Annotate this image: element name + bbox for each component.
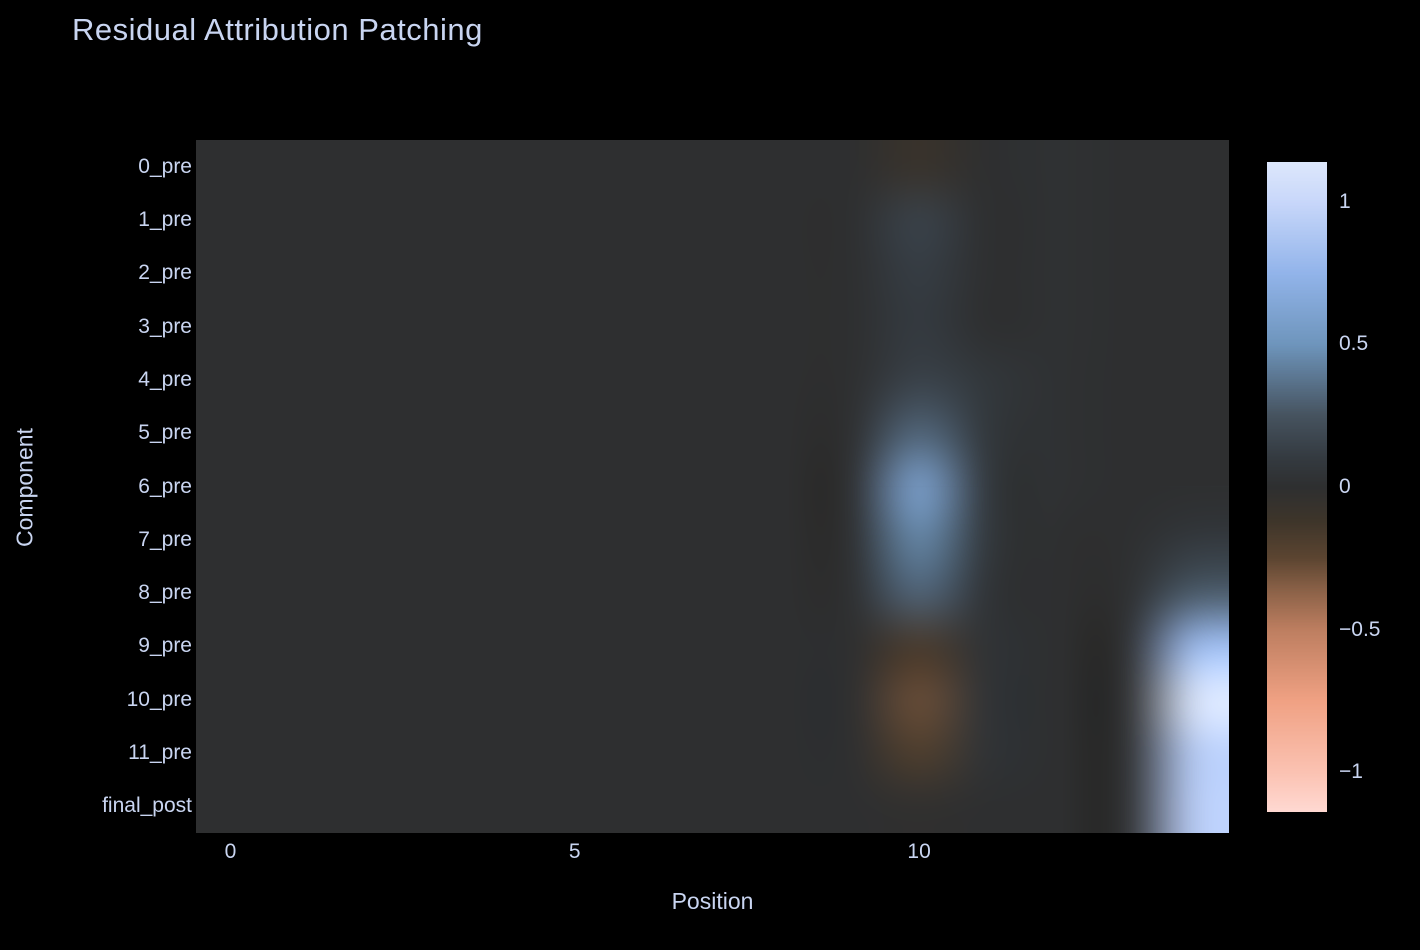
heatmap-plot-area[interactable] bbox=[196, 140, 1229, 833]
x-tick-label: 5 bbox=[568, 840, 581, 863]
y-tick-label: 9_pre bbox=[138, 634, 192, 658]
colorbar-tick-label: 0.5 bbox=[1339, 332, 1369, 356]
y-tick-label: 5_pre bbox=[138, 421, 192, 445]
y-tick-label: 10_pre bbox=[126, 687, 192, 711]
x-tick-label: 10 bbox=[907, 840, 931, 863]
y-tick-label: final_post bbox=[102, 794, 192, 818]
x-axis-title: Position bbox=[671, 888, 754, 914]
colorbar-tick-label: 0 bbox=[1339, 475, 1351, 498]
chart-title: Residual Attribution Patching bbox=[72, 12, 483, 47]
y-tick-label: 11_pre bbox=[128, 741, 192, 765]
colorbar-gradient bbox=[1267, 162, 1327, 812]
y-tick-label: 7_pre bbox=[138, 527, 192, 551]
y-tick-label: 4_pre bbox=[138, 367, 192, 391]
y-tick-label: 0_pre bbox=[138, 154, 192, 178]
y-tick-label: 2_pre bbox=[138, 261, 192, 285]
y-tick-label: 6_pre bbox=[138, 474, 192, 498]
colorbar-tick-label: 1 bbox=[1339, 189, 1351, 213]
x-tick-label: 0 bbox=[224, 840, 237, 863]
y-tick-label: 8_pre bbox=[138, 581, 192, 605]
colorbar-tick-label: −1 bbox=[1339, 760, 1363, 784]
colorbar-tick-label: −0.5 bbox=[1339, 617, 1381, 641]
y-tick-label: 1_pre bbox=[138, 207, 192, 231]
y-tick-label: 3_pre bbox=[138, 314, 192, 338]
